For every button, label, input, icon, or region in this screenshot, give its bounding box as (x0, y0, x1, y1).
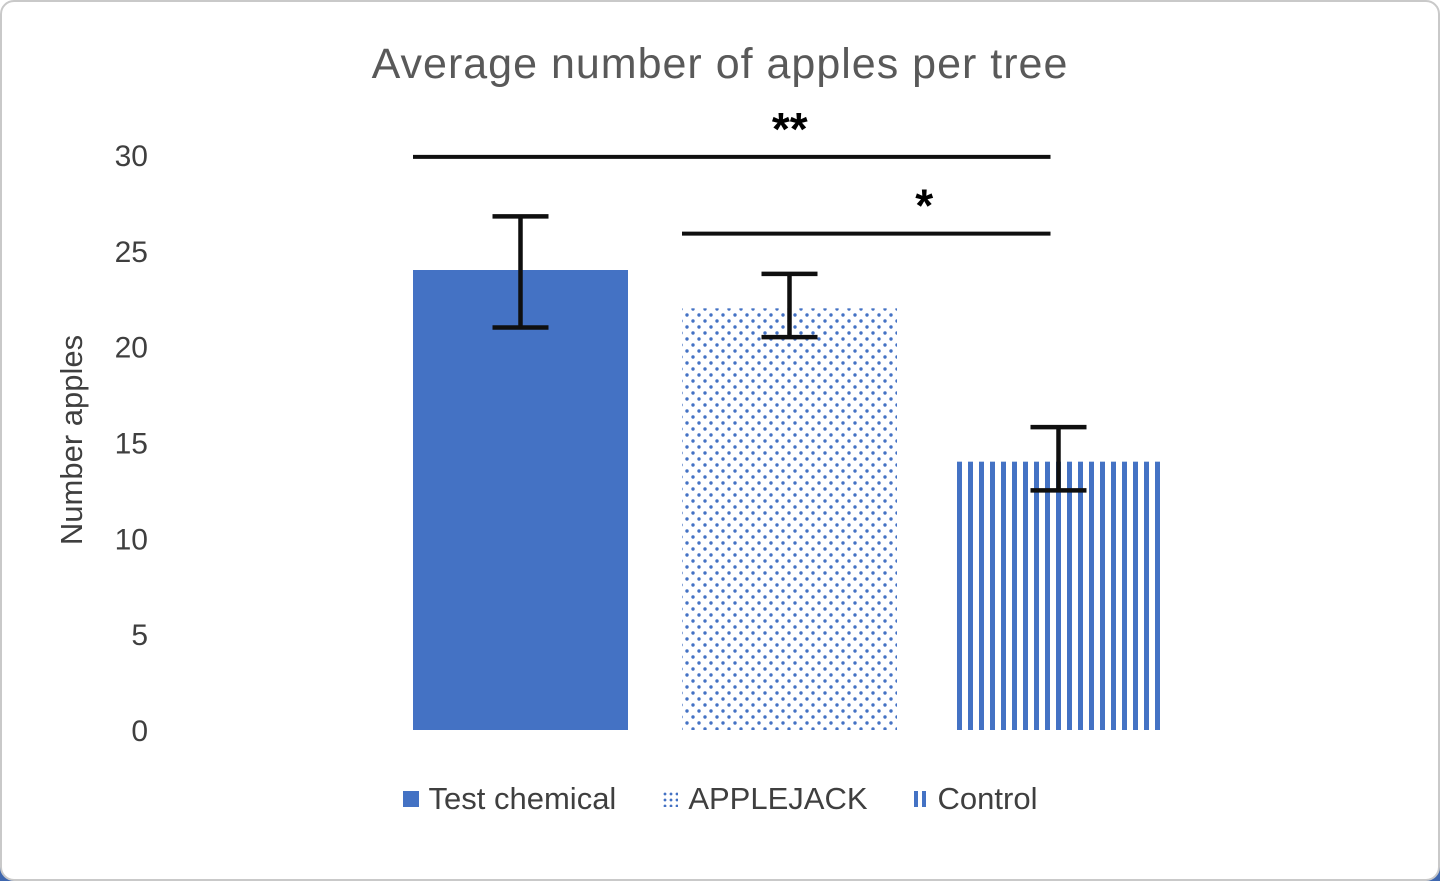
significance-label-1: ** (772, 103, 808, 155)
y-tick-0: 0 (131, 715, 148, 748)
y-tick-25: 25 (115, 236, 148, 269)
bar-test-chemical (413, 270, 628, 730)
bar-control (951, 461, 1166, 730)
solid-swatch-icon (402, 791, 419, 807)
significance-label-2: * (915, 180, 933, 232)
bar-applejack (682, 308, 897, 730)
legend-label: APPLEJACK (688, 781, 868, 816)
legend: Test chemical APPLEJACK Control (0, 781, 1440, 817)
y-tick-15: 15 (115, 428, 148, 461)
y-tick-30: 30 (115, 140, 148, 173)
y-tick-10: 10 (115, 523, 148, 556)
legend-label: Control (937, 781, 1038, 816)
striped-swatch-icon (913, 791, 928, 807)
chart-title: Average number of apples per tree (371, 40, 1069, 88)
legend-item-test-chemical: Test chemical (402, 781, 617, 817)
y-tick-20: 20 (115, 332, 148, 365)
legend-item-control: Control (913, 781, 1038, 817)
y-tick-5: 5 (131, 619, 148, 652)
legend-item-applejack: APPLEJACK (662, 781, 868, 817)
dotted-swatch-icon (662, 791, 679, 807)
legend-label: Test chemical (428, 781, 617, 816)
